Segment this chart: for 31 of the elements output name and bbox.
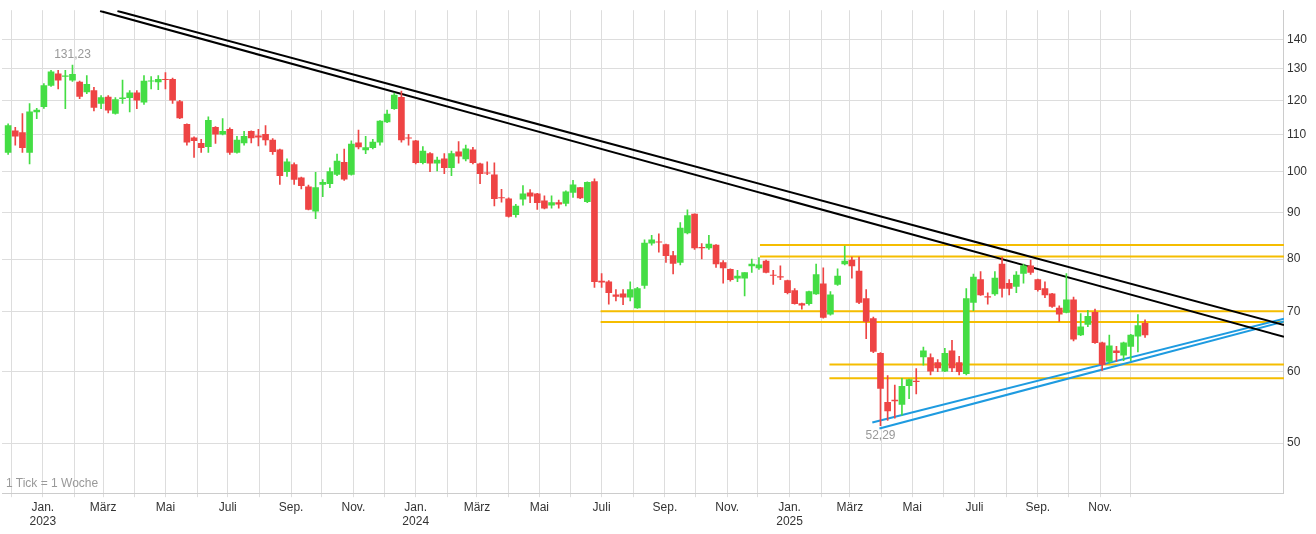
x-tick-label: März xyxy=(836,499,864,514)
x-tick-label: Nov. xyxy=(341,499,366,514)
x-tick-label: Sep. xyxy=(652,499,678,514)
y-tick-label: 110 xyxy=(1286,126,1307,141)
y-tick-label: 80 xyxy=(1286,251,1301,266)
annotation: 1 Tick = 1 Woche xyxy=(6,475,99,490)
x-tick-label: Sep. xyxy=(278,499,304,514)
x-tick-label: Nov. xyxy=(715,499,740,514)
annotation: 52,29 xyxy=(865,427,896,442)
x-tick-label: Nov. xyxy=(1088,499,1113,514)
x-tick-label: Mai xyxy=(902,499,922,514)
x-tick-label: März xyxy=(463,499,491,514)
x-tick-label: Jan. 2023 xyxy=(29,499,57,529)
y-tick-label: 50 xyxy=(1286,435,1301,450)
x-tick-label: Juli xyxy=(965,499,984,514)
y-tick-label: 60 xyxy=(1286,364,1301,379)
x-tick-label: Jan. 2024 xyxy=(402,499,430,529)
x-tick-label: März xyxy=(89,499,117,514)
y-tick-label: 130 xyxy=(1286,61,1308,76)
y-tick-label: 140 xyxy=(1286,32,1308,47)
x-tick-label: Mai xyxy=(529,499,549,514)
y-tick-label: 70 xyxy=(1286,303,1301,318)
y-tick-label: 90 xyxy=(1286,205,1301,220)
x-tick-label: Mai xyxy=(155,499,176,514)
y-tick-label: 120 xyxy=(1286,92,1308,107)
x-tick-label: Juli xyxy=(218,499,237,514)
annotation: 131,23 xyxy=(54,47,92,62)
x-tick-label: Sep. xyxy=(1025,499,1051,514)
y-tick-label: 100 xyxy=(1286,163,1308,178)
x-tick-label: Jan. 2025 xyxy=(776,499,804,529)
x-tick-label: Juli xyxy=(592,499,611,514)
